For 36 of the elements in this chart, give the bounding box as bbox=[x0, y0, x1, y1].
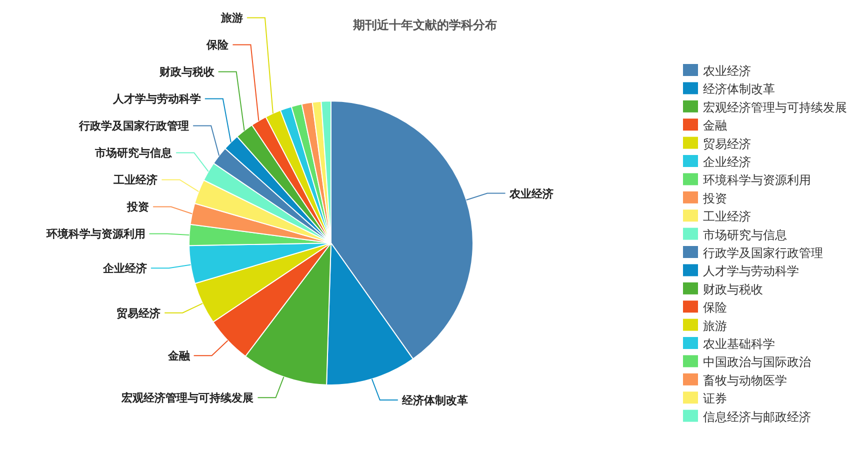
legend-label: 信息经济与邮政经济 bbox=[703, 410, 811, 424]
legend-label: 宏观经济管理与可持续发展 bbox=[703, 100, 847, 114]
legend-label: 农业经济 bbox=[703, 64, 751, 78]
data-label: 投资 bbox=[126, 200, 150, 214]
text: 期刊近十年文献的学科分布 bbox=[352, 18, 497, 32]
legend-label: 财政与税收 bbox=[703, 282, 763, 296]
legend-label: 中国政治与国际政治 bbox=[703, 355, 811, 370]
data-label: 行政学及国家行政管理 bbox=[78, 120, 190, 133]
legend-label: 旅游 bbox=[703, 318, 727, 333]
data-label: 市场研究与信息 bbox=[94, 146, 174, 160]
data-label: 宏观经济管理与可持续发展 bbox=[120, 392, 254, 405]
legend-label: 农业基础科学 bbox=[703, 337, 775, 351]
data-label: 保险 bbox=[206, 38, 230, 52]
legend-label: 投资 bbox=[702, 191, 727, 206]
legend-label: 环境科学与资源利用 bbox=[703, 173, 811, 188]
data-label: 农业经济 bbox=[508, 187, 554, 200]
data-label: 环境科学与资源利用 bbox=[45, 228, 146, 241]
data-label: 金融 bbox=[166, 350, 191, 363]
data-label: 人才学与劳动科学 bbox=[112, 92, 201, 106]
legend-label: 金融 bbox=[703, 118, 727, 133]
data-label: 企业经济 bbox=[102, 262, 147, 276]
legend-label: 工业经济 bbox=[703, 210, 751, 224]
legend-label: 行政学及国家行政管理 bbox=[703, 246, 823, 260]
data-label: 贸易经济 bbox=[116, 306, 161, 320]
legend-label: 经济体制改革 bbox=[703, 82, 775, 96]
data-label: 经济体制改革 bbox=[400, 394, 468, 408]
legend-label: 人才学与劳动科学 bbox=[703, 264, 799, 278]
legend-label: 保险 bbox=[703, 300, 727, 315]
data-label: 工业经济 bbox=[112, 174, 158, 187]
data-label: 旅游 bbox=[220, 12, 243, 25]
legend-label: 证券 bbox=[703, 392, 727, 406]
data-label: 财政与税收 bbox=[158, 66, 216, 79]
legend-label: 企业经济 bbox=[703, 155, 751, 169]
legend-label: 市场研究与信息 bbox=[703, 228, 787, 242]
legend-label: 贸易经济 bbox=[703, 136, 751, 151]
legend-label: 畜牧与动物医学 bbox=[703, 373, 787, 388]
